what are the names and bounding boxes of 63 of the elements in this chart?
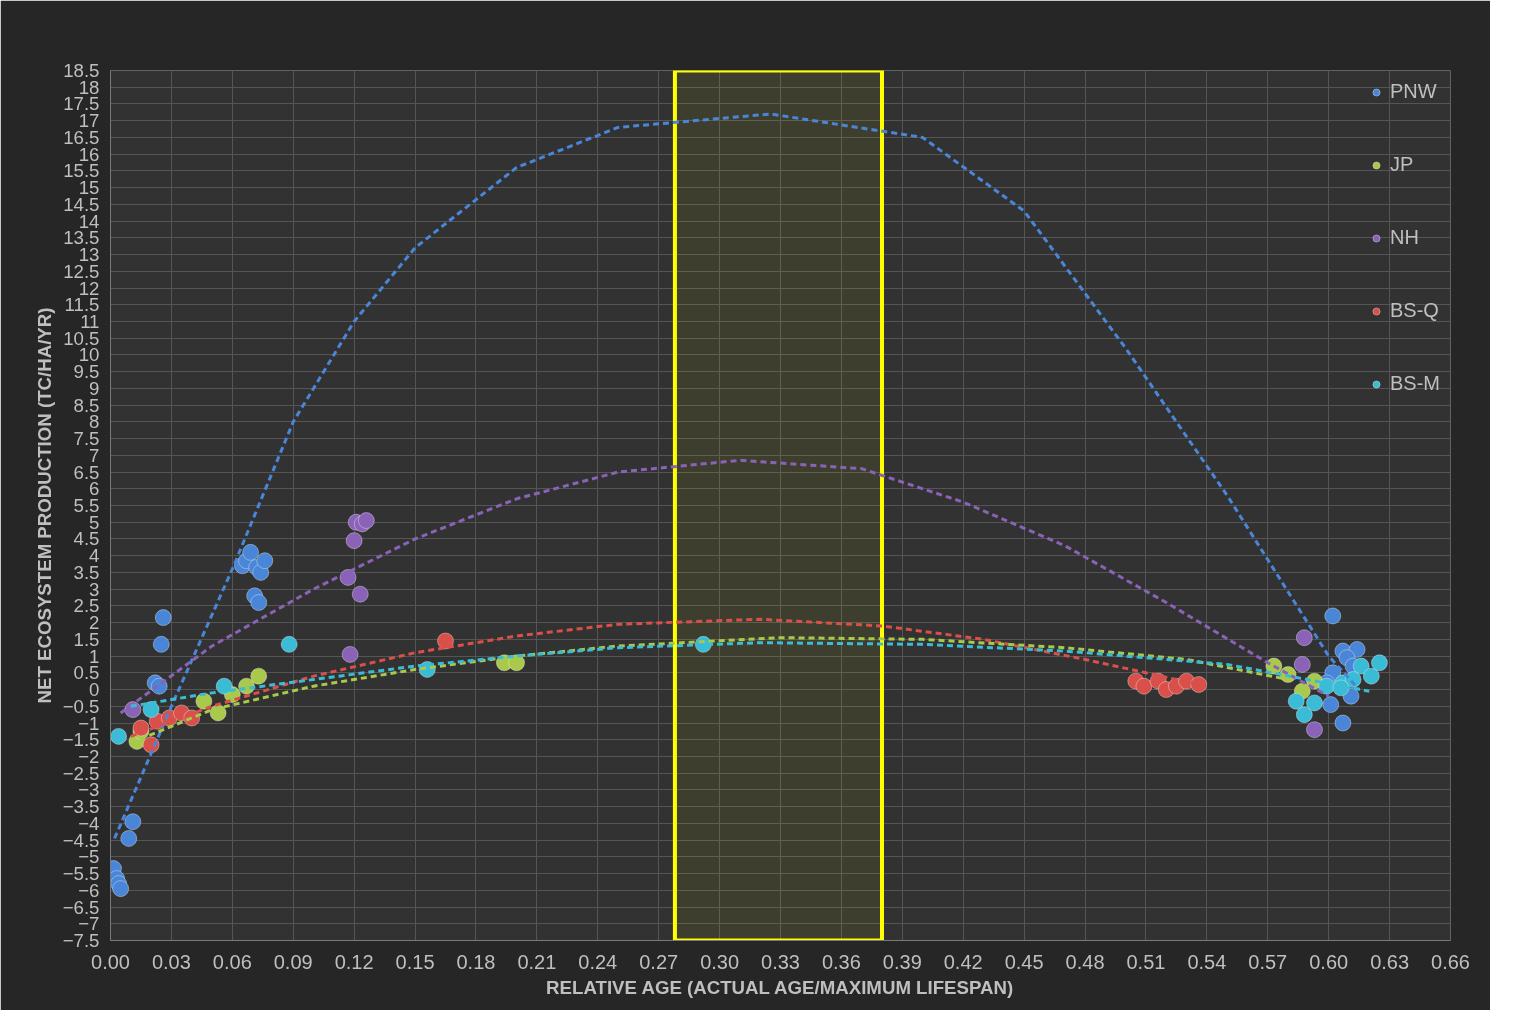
x-tick-label: 0.27	[639, 950, 679, 973]
x-tick-label: 0.36	[821, 950, 861, 973]
legend-label: PNW	[1390, 80, 1437, 103]
point	[112, 880, 130, 898]
point	[1135, 677, 1153, 695]
x-tick-label: 0.09	[273, 950, 313, 973]
x-tick-label: 0.51	[1126, 950, 1166, 973]
point	[1324, 607, 1342, 625]
point	[1322, 696, 1340, 714]
point	[250, 667, 268, 685]
x-tick-label: 0.48	[1065, 950, 1105, 973]
x-tick-label: 0.66	[1431, 950, 1470, 973]
line-series	[113, 112, 1361, 840]
legend-label: JP	[1390, 153, 1414, 176]
x-tick-label: 0.45	[1004, 950, 1044, 973]
point	[256, 552, 274, 570]
x-tick-label: 0.63	[1370, 950, 1410, 973]
point	[152, 635, 170, 653]
x-tick-label: 0.00	[91, 950, 130, 973]
point	[1362, 667, 1380, 685]
point	[142, 701, 160, 719]
x-tick-label: 0.24	[578, 950, 618, 973]
point	[1305, 694, 1323, 712]
point	[124, 813, 142, 831]
point	[351, 585, 369, 603]
point	[339, 568, 357, 586]
point	[154, 609, 172, 627]
legend-label: BS-Q	[1390, 299, 1439, 322]
x-tick-label: 0.03	[151, 950, 191, 973]
point	[1295, 629, 1313, 647]
x-tick-label: 0.18	[456, 950, 496, 973]
point	[1334, 714, 1352, 732]
point	[120, 829, 138, 847]
y-axis-title: NET ECOSYSTEM PRODUCTION (TC/HA/YR)	[33, 307, 55, 704]
point	[110, 727, 128, 745]
x-tick-label: 0.42	[943, 950, 983, 973]
x-tick-label: 0.39	[882, 950, 922, 973]
point	[1370, 654, 1388, 672]
legend-label: BS-M	[1390, 372, 1440, 395]
point	[437, 632, 454, 650]
point	[341, 645, 359, 663]
x-tick-label: 0.60	[1309, 950, 1349, 973]
point	[1287, 692, 1305, 710]
point	[357, 512, 375, 530]
x-axis-title: RELATIVE AGE (ACTUAL AGE/MAXIMUM LIFESPAN)	[546, 976, 1014, 998]
point	[242, 543, 260, 561]
x-tick-label: 0.33	[761, 950, 800, 973]
x-tick-label: 0.15	[395, 950, 435, 973]
x-tick-label: 0.12	[334, 950, 374, 973]
point	[1293, 655, 1311, 673]
point	[1295, 706, 1313, 724]
x-tick-label: 0.06	[212, 950, 252, 973]
point	[345, 532, 363, 550]
legend-label: NH	[1390, 226, 1419, 249]
x-tick-label: 0.54	[1187, 950, 1227, 973]
x-tick-label: 0.21	[517, 950, 557, 973]
point	[1305, 721, 1323, 739]
x-tick-label: 0.30	[700, 950, 740, 973]
x-tick-label: 0.57	[1248, 950, 1288, 973]
point	[280, 635, 298, 653]
point	[215, 677, 233, 695]
point	[508, 654, 526, 672]
point	[250, 594, 268, 612]
